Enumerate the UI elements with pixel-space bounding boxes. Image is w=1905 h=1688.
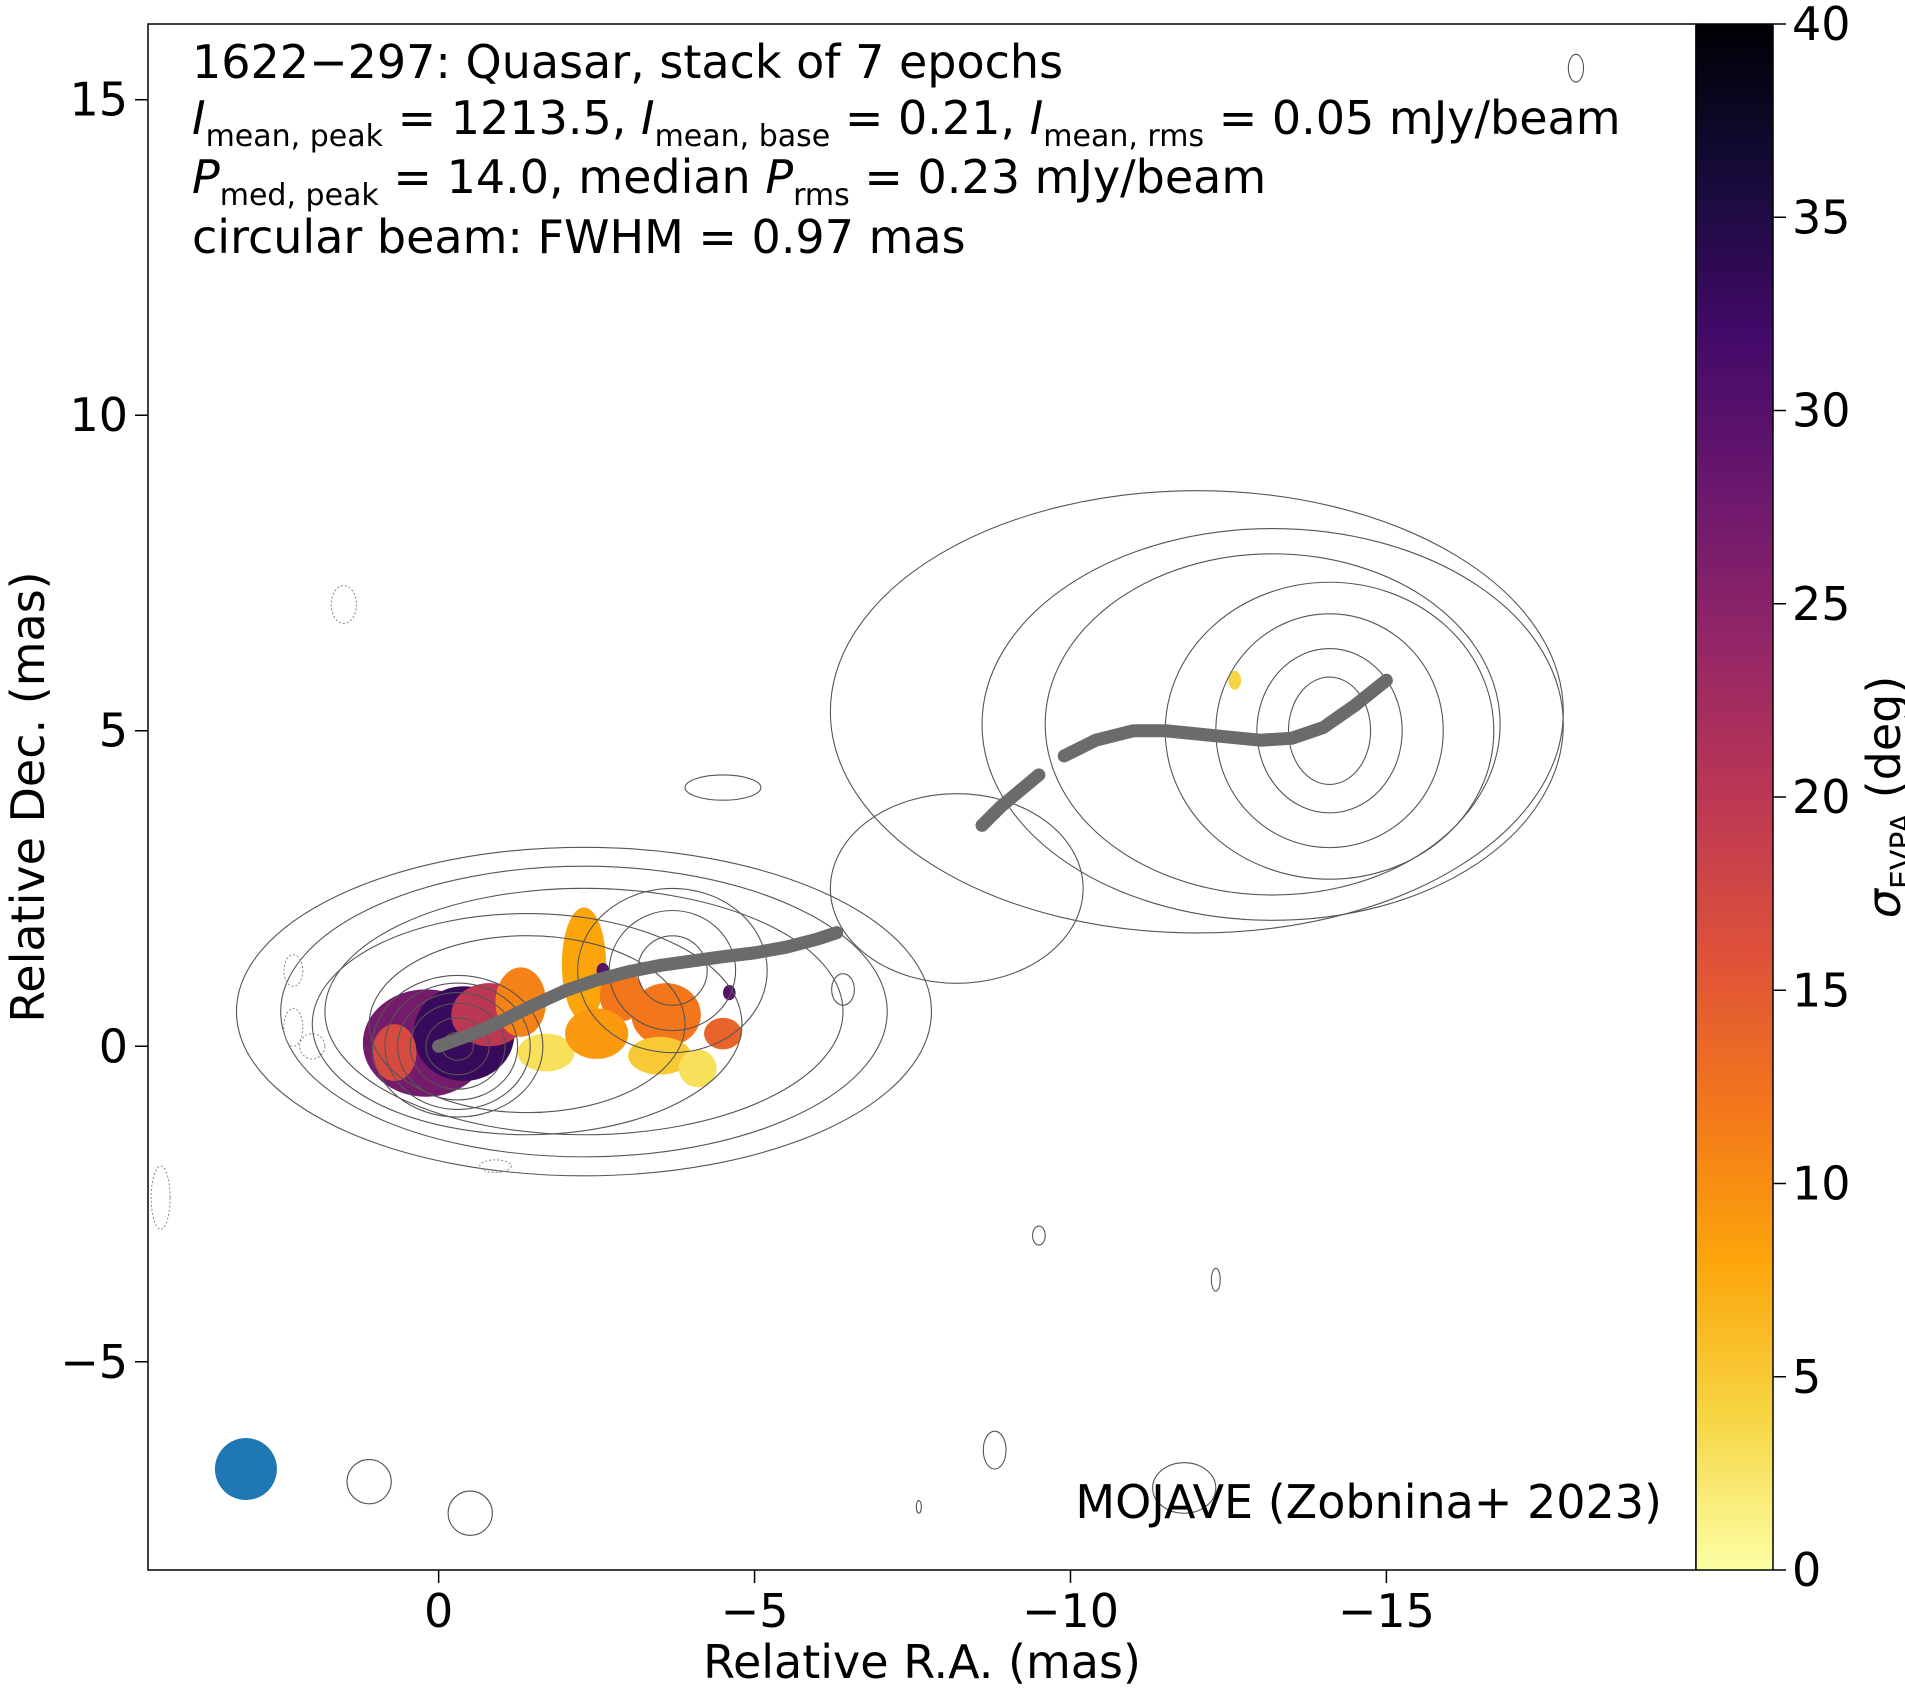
colorbar-tick-label: 35 bbox=[1792, 190, 1851, 244]
beam-ellipse bbox=[214, 1438, 277, 1501]
total-intensity-contours bbox=[150, 53, 1585, 1536]
negative-contour-3 bbox=[299, 1033, 326, 1060]
contour-1-0 bbox=[368, 935, 686, 1114]
contour-island-4 bbox=[346, 1458, 392, 1505]
x-tick-label: 0 bbox=[424, 1584, 453, 1638]
contour-island-6 bbox=[1152, 1462, 1217, 1514]
evpa-region-8 bbox=[565, 1008, 629, 1059]
contour-0-3 bbox=[397, 991, 519, 1101]
colorbar-tick-label: 0 bbox=[1792, 1543, 1821, 1597]
colorbar-tick-label: 40 bbox=[1792, 0, 1851, 51]
ridgeline-segment-0 bbox=[432, 926, 844, 1053]
annotation-polarization: Pmed, peak = 14.0, median Prms = 0.23 mJ… bbox=[192, 150, 1266, 213]
x-axis-label: Relative R.A. (mas) bbox=[703, 1635, 1141, 1688]
y-axis-ticks: −5 0 5 10 15 bbox=[60, 73, 148, 1389]
annotation-title: 1622−297: Quasar, stack of 7 epochs bbox=[192, 35, 1063, 89]
y-tick-label: 0 bbox=[99, 1019, 128, 1073]
colorbar-label: σEVPA (deg) bbox=[1857, 676, 1905, 919]
y-tick-label: −5 bbox=[60, 1335, 128, 1389]
contour-0-5 bbox=[371, 974, 544, 1118]
negative-contour-1 bbox=[283, 954, 304, 987]
contour-2-1 bbox=[280, 865, 888, 1158]
contour-4-1 bbox=[1256, 648, 1403, 814]
colorbar-tick-label: 10 bbox=[1792, 1157, 1851, 1211]
contour-island-2 bbox=[1210, 1267, 1221, 1292]
evpa-region-5 bbox=[517, 1033, 575, 1072]
negative-contour-0 bbox=[330, 585, 358, 624]
contour-island-8 bbox=[831, 973, 855, 1006]
colorbar-tick-label: 25 bbox=[1792, 577, 1851, 631]
contour-5-0 bbox=[1044, 553, 1501, 896]
contour-0-1 bbox=[425, 1017, 490, 1076]
colorbar-tick-label: 15 bbox=[1792, 963, 1851, 1017]
annotation-beam: circular beam: FWHM = 0.97 mas bbox=[192, 210, 966, 264]
evpa-region-11 bbox=[678, 1049, 717, 1088]
contour-island-0 bbox=[1567, 53, 1585, 83]
evpa-region-9 bbox=[631, 983, 701, 1047]
contour-island-9 bbox=[684, 774, 762, 801]
contour-3-2 bbox=[577, 887, 768, 1054]
evpa-region-12 bbox=[704, 1017, 742, 1050]
evpa-region-10 bbox=[628, 1036, 692, 1075]
negative-contour-2 bbox=[283, 1007, 304, 1047]
evpa-region-15 bbox=[1228, 670, 1242, 690]
colorbar bbox=[1695, 23, 1774, 1571]
contour-0-2 bbox=[409, 1002, 506, 1090]
contour-0-4 bbox=[384, 982, 531, 1110]
x-tick-label: −5 bbox=[721, 1584, 789, 1638]
jet-ridgeline bbox=[432, 673, 1393, 1053]
y-axis-label: Relative Dec. (mas) bbox=[1, 571, 55, 1022]
y-tick-label: 10 bbox=[69, 388, 128, 442]
annotation-intensity: Imean, peak = 1213.5, Imean, base = 0.21… bbox=[192, 91, 1621, 154]
contour-island-1 bbox=[1032, 1225, 1046, 1246]
evpa-region-3 bbox=[372, 1024, 417, 1081]
x-tick-label: −10 bbox=[1022, 1584, 1119, 1638]
x-tick-label: −15 bbox=[1338, 1584, 1435, 1638]
x-axis-ticks: 0 −5 −10 −15 bbox=[424, 1570, 1435, 1638]
contour-6-0 bbox=[829, 490, 1564, 934]
colorbar-tick-label: 30 bbox=[1792, 384, 1851, 438]
contour-4-0 bbox=[1287, 676, 1372, 785]
contour-5-1 bbox=[981, 528, 1564, 921]
ridgeline-segment-1 bbox=[975, 768, 1046, 832]
ridgeline-segment-2 bbox=[1057, 673, 1393, 763]
negative-contour-5 bbox=[150, 1165, 171, 1230]
plot-area bbox=[150, 53, 1585, 1536]
contour-island-7 bbox=[915, 1500, 922, 1514]
colorbar-ticks: 0 5 10 15 20 25 30 35 40 bbox=[1773, 0, 1851, 1597]
annotation-credit: MOJAVE (Zobnina+ 2023) bbox=[1075, 1475, 1662, 1529]
y-tick-label: 5 bbox=[99, 704, 128, 758]
contour-7-0 bbox=[829, 793, 1084, 984]
contour-1-1 bbox=[311, 913, 743, 1136]
colorbar-tick-label: 20 bbox=[1792, 770, 1851, 824]
negative-contour-4 bbox=[479, 1159, 512, 1173]
contour-2-2 bbox=[235, 846, 933, 1177]
colorbar-tick-label: 5 bbox=[1792, 1350, 1821, 1404]
contour-island-5 bbox=[447, 1490, 493, 1536]
y-tick-label: 15 bbox=[69, 73, 128, 127]
contour-2-0 bbox=[324, 887, 844, 1136]
contour-island-3 bbox=[982, 1430, 1007, 1470]
